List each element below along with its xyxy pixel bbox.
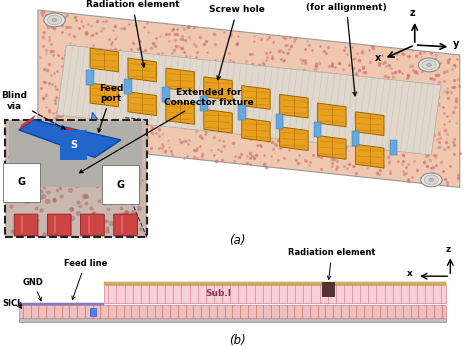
FancyBboxPatch shape <box>47 214 71 236</box>
Bar <box>19 305 446 318</box>
Bar <box>124 79 132 94</box>
Polygon shape <box>57 45 441 155</box>
FancyBboxPatch shape <box>14 214 38 236</box>
Polygon shape <box>166 101 194 124</box>
Polygon shape <box>88 112 102 158</box>
Ellipse shape <box>44 123 65 137</box>
Text: Radiation element: Radiation element <box>86 0 180 67</box>
Text: S: S <box>70 140 77 150</box>
Text: Radiation element: Radiation element <box>288 248 375 279</box>
Polygon shape <box>128 92 156 116</box>
Text: G: G <box>18 177 25 187</box>
Bar <box>238 105 246 120</box>
Ellipse shape <box>424 175 438 185</box>
Polygon shape <box>128 58 156 82</box>
FancyBboxPatch shape <box>114 214 137 236</box>
Polygon shape <box>280 127 308 151</box>
Polygon shape <box>242 86 270 109</box>
Ellipse shape <box>418 58 440 72</box>
Bar <box>86 70 94 85</box>
Bar <box>19 303 104 305</box>
Text: Extended for
Connector fixture: Extended for Connector fixture <box>80 87 254 173</box>
Text: z: z <box>446 245 450 254</box>
Text: Extended sidewall
(for allignment): Extended sidewall (for allignment) <box>300 0 392 96</box>
FancyBboxPatch shape <box>5 120 147 237</box>
Text: x: x <box>374 53 381 63</box>
Polygon shape <box>28 142 142 195</box>
Bar <box>390 140 397 155</box>
Polygon shape <box>90 48 118 72</box>
Ellipse shape <box>47 125 62 135</box>
Bar <box>90 308 96 316</box>
Polygon shape <box>356 144 384 168</box>
Polygon shape <box>19 120 121 158</box>
Polygon shape <box>166 68 194 92</box>
Bar <box>200 96 208 111</box>
Polygon shape <box>280 94 308 118</box>
Bar <box>322 282 334 296</box>
Bar <box>162 87 170 102</box>
Text: G: G <box>117 180 125 190</box>
Polygon shape <box>9 122 142 187</box>
Ellipse shape <box>52 18 57 22</box>
Polygon shape <box>90 83 118 107</box>
Bar <box>104 282 446 285</box>
Text: Blind
via: Blind via <box>1 91 65 129</box>
Polygon shape <box>19 115 36 130</box>
Ellipse shape <box>52 128 57 132</box>
Bar <box>352 131 359 146</box>
Text: (a): (a) <box>229 234 245 247</box>
Polygon shape <box>318 136 346 159</box>
Bar <box>314 122 321 137</box>
Polygon shape <box>318 103 346 127</box>
Text: Feed
port: Feed port <box>98 84 124 132</box>
Text: Feed line: Feed line <box>64 259 107 300</box>
Text: SICL: SICL <box>2 299 23 308</box>
Text: Sub.I: Sub.I <box>205 289 231 298</box>
Ellipse shape <box>47 15 62 25</box>
Text: z: z <box>410 8 415 18</box>
Text: GND: GND <box>23 278 44 301</box>
Polygon shape <box>242 118 270 142</box>
Ellipse shape <box>427 64 431 67</box>
Ellipse shape <box>44 13 65 27</box>
Bar <box>276 114 283 129</box>
Polygon shape <box>356 112 384 136</box>
Bar <box>104 285 446 303</box>
Text: (b): (b) <box>228 334 246 347</box>
Polygon shape <box>204 77 232 101</box>
Text: x: x <box>407 269 413 278</box>
Polygon shape <box>204 109 232 133</box>
Ellipse shape <box>422 60 436 70</box>
FancyBboxPatch shape <box>81 214 104 236</box>
Ellipse shape <box>421 173 442 187</box>
Text: Screw hole: Screw hole <box>209 6 265 80</box>
Bar <box>19 318 446 322</box>
Ellipse shape <box>429 178 434 181</box>
Text: y: y <box>453 39 460 49</box>
Polygon shape <box>38 10 460 187</box>
